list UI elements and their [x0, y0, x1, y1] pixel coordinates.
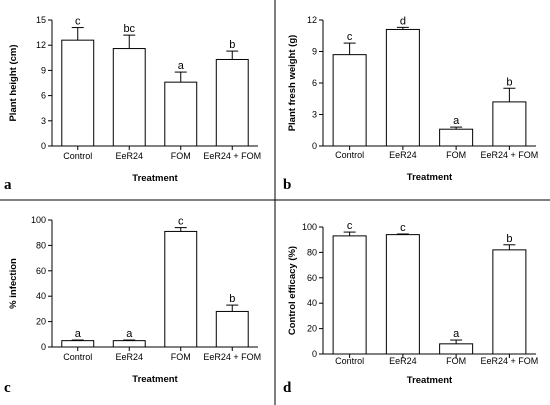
y-tick-label: 15 [36, 15, 46, 25]
significance-letter: c [178, 216, 184, 228]
significance-letter: a [178, 60, 185, 72]
significance-letter: b [229, 39, 235, 51]
panel-b: b 0 3 6 9 12 c Control d EeR24 a FOM b EeR24 + FOM Tr… [283, 15, 538, 193]
x-tick-label: Control [335, 150, 364, 160]
y-axis-title: Control efficacy (%) [287, 246, 298, 335]
x-tick-label: FOM [446, 356, 466, 366]
bar [215, 58, 249, 147]
bar [61, 340, 95, 348]
y-tick-label: 100 [31, 215, 46, 225]
bar [385, 28, 420, 147]
significance-letter: c [347, 220, 353, 232]
bar [492, 249, 527, 355]
y-tick-label: 100 [302, 222, 317, 232]
bar [164, 81, 198, 147]
bar [112, 340, 146, 348]
bar [61, 39, 95, 147]
x-tick-label: Control [335, 356, 364, 366]
y-tick-label: 12 [36, 40, 46, 50]
panel-b-letter: b [283, 177, 291, 193]
y-tick-label: 12 [307, 15, 317, 25]
significance-letter: d [400, 15, 406, 27]
x-tick-label: EeR24 + FOM [203, 151, 261, 161]
panel-c-letter: c [4, 380, 11, 396]
x-tick-label: EeR24 [389, 150, 417, 160]
x-tick-label: EeR24 [115, 352, 143, 362]
x-tick-label: Control [63, 151, 92, 161]
y-tick-label: 0 [41, 141, 46, 151]
y-tick-label: 0 [312, 141, 317, 151]
panel-a-letter: a [4, 177, 12, 193]
significance-letter: bc [123, 23, 135, 35]
bar [385, 234, 420, 355]
bar [439, 128, 474, 147]
x-tick-label: EeR24 [389, 356, 417, 366]
panel-d-letter: d [283, 380, 292, 396]
y-tick-label: 0 [312, 349, 317, 359]
panel-c: c 0 20 40 60 80 100 a Control a EeR24 c FOM b EeR24 +… [4, 215, 261, 396]
x-axis-title: Treatment [407, 375, 453, 386]
y-tick-label: 40 [307, 298, 317, 308]
y-tick-label: 9 [41, 65, 46, 75]
y-tick-label: 6 [41, 91, 46, 101]
y-tick-label: 20 [36, 317, 46, 327]
significance-letter: c [400, 222, 406, 234]
significance-letter: b [506, 233, 512, 245]
panel-d: d 0 20 40 60 80 100 c Control c EeR24 a FOM b EeR24 +… [283, 220, 538, 396]
y-tick-label: 6 [312, 78, 317, 88]
y-tick-label: 60 [36, 266, 46, 276]
significance-letter: a [126, 328, 133, 340]
x-tick-label: EeR24 + FOM [480, 150, 538, 160]
significance-letter: b [229, 293, 235, 305]
y-axis-title: % infection [8, 258, 19, 309]
x-tick-label: EeR24 [115, 151, 143, 161]
y-tick-label: 40 [36, 291, 46, 301]
y-tick-label: 9 [312, 47, 317, 57]
significance-letter: c [347, 31, 353, 43]
y-axis-title: Plant fresh weight (g) [287, 35, 298, 132]
significance-letter: a [453, 115, 460, 127]
significance-letter: a [75, 328, 82, 340]
y-tick-label: 80 [36, 240, 46, 250]
x-tick-label: FOM [446, 150, 466, 160]
y-tick-label: 60 [307, 273, 317, 283]
y-axis-title: Plant height (cm) [8, 44, 19, 121]
y-tick-label: 3 [41, 116, 46, 126]
bar [332, 54, 367, 147]
bar [492, 101, 527, 147]
x-tick-label: FOM [171, 352, 191, 362]
y-tick-label: 3 [312, 110, 317, 120]
bar [112, 48, 146, 147]
bar [439, 343, 474, 355]
significance-letter: c [75, 16, 81, 28]
y-tick-label: 20 [307, 324, 317, 334]
significance-letter: a [453, 328, 460, 340]
x-tick-label: EeR24 + FOM [203, 352, 261, 362]
x-axis-title: Treatment [132, 173, 178, 184]
x-tick-label: Control [63, 352, 92, 362]
y-tick-label: 0 [41, 342, 46, 352]
panel-a: a 0 3 6 9 12 15 c Control bc EeR24 a FOM b EeR24 + FO… [4, 15, 261, 193]
x-tick-label: FOM [171, 151, 191, 161]
significance-letter: b [506, 76, 512, 88]
y-tick-label: 80 [307, 247, 317, 257]
bar [332, 235, 367, 355]
x-tick-label: EeR24 + FOM [480, 356, 538, 366]
bar [164, 230, 198, 348]
x-axis-title: Treatment [407, 172, 453, 183]
bar [215, 310, 249, 348]
x-axis-title: Treatment [132, 374, 178, 385]
